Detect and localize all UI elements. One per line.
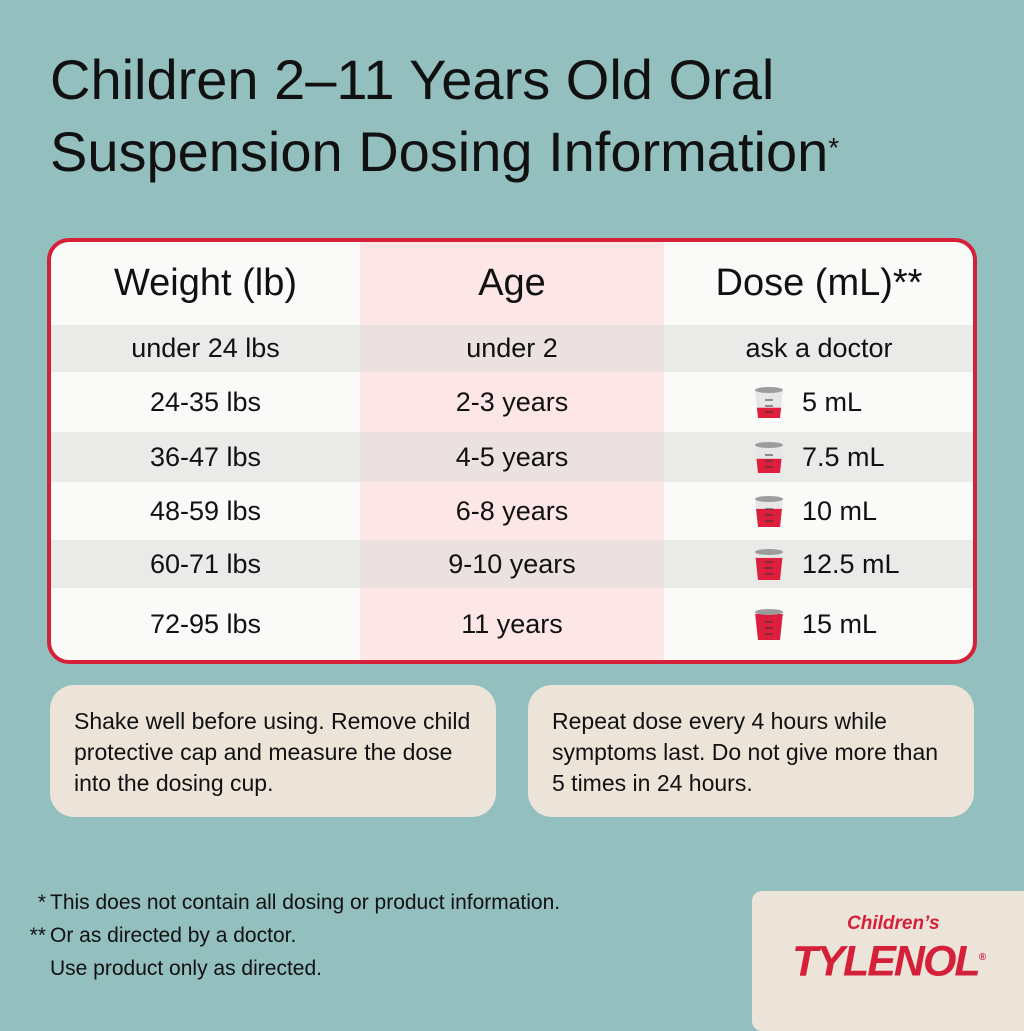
age-cell: 6-8 years [455,495,569,526]
dose-cell: 12.5 mL [664,546,973,582]
dosing-cup-icon [755,387,783,418]
footnote: ** Or as directed by a doctor. [29,924,297,947]
weight-cell: 36-47 lbs [149,441,262,472]
age-cell: 2-3 years [455,386,569,417]
note-repeat: Repeat dose every 4 hours while symptoms… [528,685,974,817]
dosing-cup-icon [755,609,783,640]
dose-cell: 5 mL [664,384,973,420]
dose-value: 7.5 mL [802,441,885,472]
weight-cell: 48-59 lbs [149,495,262,526]
dosing-cup-icon [755,442,783,473]
weight-cell: 72-95 lbs [149,608,262,639]
footnote: Use product only as directed. [50,957,322,980]
table-row: 60-71 lbs 9-10 years 12.5 mL [51,540,973,588]
age-cell: 9-10 years [448,548,576,579]
dose-cell: 7.5 mL [664,439,973,475]
table-row: 48-59 lbs 6-8 years 10 mL [51,482,973,540]
table-row: 24-35 lbs 2-3 years 5 mL [51,372,973,432]
header-weight: Weight (lb) [113,262,298,304]
footnotes: * This does not contain all dosing or pro… [22,886,742,985]
table-row: 36-47 lbs 4-5 years 7.5 mL [51,432,973,482]
table-row: 72-95 lbs 11 years 15 mL [51,588,973,660]
age-cell: 11 years [461,608,563,639]
dosing-cup-icon [755,496,783,527]
dose-cell: 15 mL [664,606,973,642]
weight-cell: 60-71 lbs [149,548,262,579]
header-dose: Dose (mL)** [715,262,923,304]
page-title: Children 2–11 Years Old Oral Suspension … [50,48,840,183]
dosing-table: Weight (lb) Age Dose (mL)** under 24 lbs… [47,238,977,664]
dose-value: 12.5 mL [802,548,900,579]
dose-cell: 10 mL [664,493,973,529]
dose-cell: ask a doctor [745,333,893,363]
note-shake: Shake well before using. Remove child pr… [50,685,496,817]
dose-value: 10 mL [802,495,878,526]
dose-value: 15 mL [802,608,878,639]
table-header: Weight (lb) Age Dose (mL)** [51,242,973,325]
weight-cell: 24-35 lbs [149,386,262,417]
header-age: Age [478,262,546,304]
table-row: under 24 lbs under 2 ask a doctor [51,325,973,372]
dose-value: 5 mL [802,386,863,417]
age-cell: under 2 [466,333,558,363]
tylenol-logo: Children’s TYLENOL® [752,891,1024,1031]
footnote: * This does not contain all dosing or pro… [37,891,561,914]
age-cell: 4-5 years [455,441,569,472]
weight-cell: under 24 lbs [131,333,280,363]
dosing-cup-icon [755,549,783,580]
